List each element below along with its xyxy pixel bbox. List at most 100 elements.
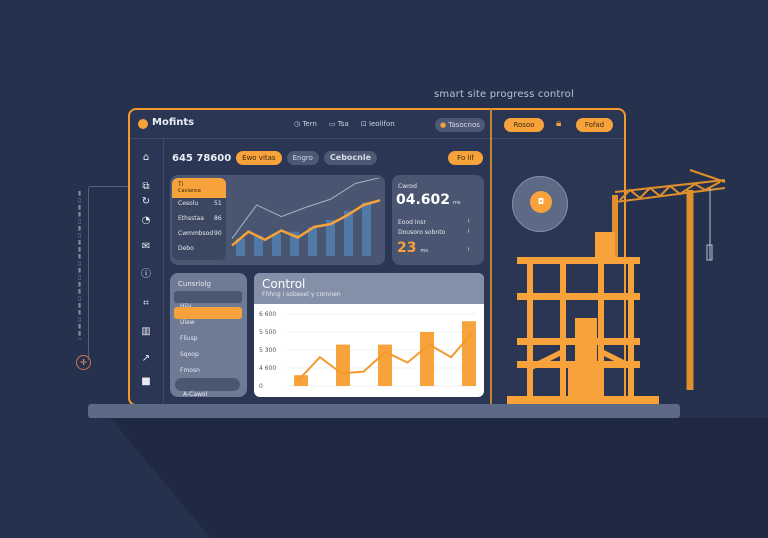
overview-menu-item[interactable]: Ethsstaa [178, 215, 204, 222]
crane [612, 169, 726, 390]
construction-illustration [507, 169, 726, 406]
frame-icon[interactable]: ⌗ [143, 298, 149, 309]
profile-label: Tasocnos [448, 121, 480, 129]
list-item-label: Fliusp [180, 335, 198, 342]
control-bar [336, 344, 350, 386]
lock-icon[interactable]: 🔒︎ [556, 118, 562, 129]
refresh-icon[interactable]: ↻ [141, 196, 151, 207]
header-divider [130, 138, 624, 139]
overview-bar [272, 233, 281, 256]
folder-icon[interactable]: ■ [141, 376, 151, 387]
control-bar [420, 332, 434, 386]
list-item[interactable]: Sqoop [174, 339, 242, 358]
y-tick-label: 5 300 [259, 347, 276, 354]
stat-unit: ms [453, 200, 461, 206]
connector-line [88, 186, 128, 360]
total-value: 645 78600 [172, 152, 232, 164]
stat-value-group: 04.602 ms [396, 192, 461, 208]
overview-bar [344, 210, 353, 256]
control-subtitle: Fhhng i sobsoel y cornnen [262, 291, 341, 298]
overview-bar [308, 227, 317, 256]
overview-bar [290, 231, 299, 256]
list-item-label: Fmosn [180, 367, 200, 374]
tagline: smart site progress control [434, 89, 574, 100]
list-action-button[interactable]: A-Cawol [175, 378, 240, 398]
stat-value: 04.602 [396, 192, 451, 208]
y-tick-label: 6 600 [259, 311, 276, 318]
clock-icon[interactable]: ◔ [141, 215, 151, 226]
list-title: Cunsriolg [178, 280, 211, 288]
overview-menu-item[interactable]: Debo [178, 245, 194, 252]
stat-big-unit: ms [420, 248, 428, 254]
filter-gray-button[interactable]: Engro [286, 151, 319, 165]
stat-row-2: Dousoro sobnto [398, 229, 446, 236]
nav-label: Tern [302, 120, 317, 128]
stat-label: Cwrod [398, 183, 417, 190]
stat-row-1: Eood Insr [398, 219, 427, 226]
overview-menu-value: 51 [214, 200, 222, 207]
action-button[interactable]: Fo lif [448, 151, 483, 165]
grid-icon[interactable]: ▥ [141, 326, 151, 337]
control-chart: 6 600 5 500 5 300 4 600 0 [259, 311, 476, 390]
overview-gray-line [231, 178, 381, 239]
control-title: Control [262, 277, 306, 291]
overview-menu-item[interactable]: Cesolu [178, 200, 199, 207]
stat-big-group: 23 ms [397, 240, 428, 256]
nav-item-tsa[interactable]: ▭ Tsa [328, 120, 349, 128]
control-header: Control Fhhng i sobsoel y cornnen [254, 273, 484, 304]
overview-menu-value: 90 [214, 230, 222, 237]
control-card: Control Fhhng i sobsoel y cornnen [254, 273, 484, 397]
profile-button[interactable]: ● Tasocnos [435, 118, 485, 132]
control-bar [378, 344, 392, 386]
list-item[interactable]: Fliusp [174, 323, 242, 342]
y-tick-label: 4 600 [259, 365, 276, 372]
monitor-base [88, 404, 680, 418]
control-line [297, 331, 474, 382]
nav-label: Tsa [337, 120, 349, 128]
info-icon[interactable]: ⍿ [468, 228, 470, 235]
control-bar [462, 321, 476, 386]
copy-icon[interactable]: ⧉ [142, 181, 150, 192]
overview-orange-line [231, 199, 381, 247]
panel-divider [490, 108, 492, 406]
list-action-label: A-Cawol [183, 391, 208, 398]
info-icon[interactable]: ⍿ [468, 246, 470, 253]
app-logo: Mofints [152, 117, 195, 128]
alert-icon[interactable]: ⓘ [141, 269, 151, 280]
overview-menu-value: 86 [214, 215, 222, 222]
vertical-decoration: ▮▯▮▮▯▮▯▮▮▮▯▮▯▮▮▯▮▮▯▮▮▯▮▯▮▮▯ [76, 190, 83, 340]
overview-bar [326, 220, 335, 256]
list-item[interactable]: Ulaw [174, 307, 242, 326]
nav-label: Ieolifon [368, 120, 395, 128]
menu-label: Ti [178, 181, 184, 188]
building-frame [507, 232, 659, 406]
home-icon[interactable]: ⌂ [142, 152, 150, 163]
overview-menu-active[interactable]: Ti Caviance [172, 178, 226, 198]
category-label[interactable]: Cebocnle [323, 151, 378, 165]
info-icon[interactable]: ⍿ [468, 218, 470, 225]
list-item[interactable]: Fmosn [174, 355, 242, 374]
overview-menu-item[interactable]: Cwmmbsod [178, 230, 214, 237]
overview-bar [254, 235, 263, 256]
list-item[interactable]: Hiiy [174, 291, 242, 310]
monitor-shadow [110, 418, 768, 538]
nav-item-ieolifon[interactable]: ⊡ Ieolifon [360, 120, 395, 128]
overview-chart [231, 178, 381, 256]
progress-dial-center: ◘ [530, 191, 552, 213]
logo-icon [138, 119, 148, 129]
top-nav: ◷ Tern ▭ Tsa ⊡ Ieolifon [294, 120, 395, 128]
sidebar-divider [163, 139, 164, 405]
y-tick-label: 0 [259, 383, 263, 390]
filter-orange-button[interactable]: Ewo vitas [236, 151, 282, 165]
mail-icon[interactable]: ✉ [141, 241, 151, 252]
list-item-label: Hiiy [180, 303, 191, 310]
header-button-left[interactable]: Rosoo [504, 118, 544, 132]
nav-item-tern[interactable]: ◷ Tern [294, 120, 317, 128]
crosshair-icon[interactable]: ✛ [76, 355, 91, 370]
stat-big-value: 23 [397, 240, 417, 256]
toolbar: 645 78600 Ewo vitas Engro Cebocnle [172, 151, 378, 165]
list-item-label: Sqoop [180, 351, 199, 358]
header-button-right[interactable]: Fofad [576, 118, 613, 132]
overview-bar [362, 202, 371, 256]
chart-icon[interactable]: ↗ [141, 353, 151, 364]
